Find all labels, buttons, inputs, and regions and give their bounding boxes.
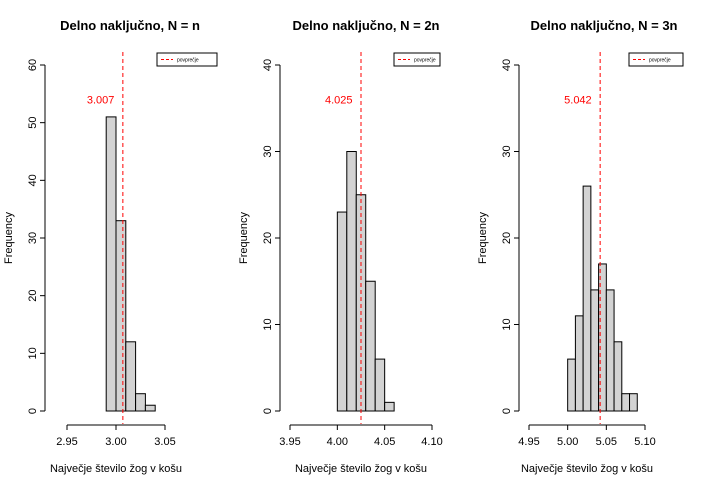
histogram-bar [384,401,395,412]
y-axis-label: Frequency [238,212,250,264]
x-tick-label: 4.95 [518,436,539,448]
mean-value-label: 4.025 [325,95,353,107]
x-tick-label: 3.95 [279,436,300,448]
x-tick-label: 5.10 [634,436,655,448]
histogram-panel-3: Delno naključno, N = 3n 5.042 0 10 20 30 40 Fre… [477,18,684,475]
legend-label: povprečje [177,58,199,64]
x-tick-label: 4.10 [421,436,442,448]
histogram-bar [346,151,357,412]
histogram-bar [621,393,631,412]
x-tick-label: 4.05 [374,436,395,448]
histogram-bar [574,315,584,412]
y-tick-label: 40 [27,174,39,186]
histogram-bar [590,289,600,412]
y-tick-label: 20 [27,290,39,302]
y-tick-label: 30 [27,232,39,244]
x-tick-label: 4.00 [327,436,348,448]
x-tick-label: 2.95 [56,436,77,448]
histogram-bar [374,358,386,412]
y-tick-label: 10 [27,347,39,359]
y-tick-label: 50 [27,117,39,129]
histogram-bar [115,220,127,412]
y-tick-label: 40 [262,59,274,71]
y-tick-label: 20 [262,232,274,244]
histogram-bar [365,280,376,412]
x-axis-label: Največje število žog v košu [295,463,427,475]
histogram-bar [144,404,156,412]
y-tick-label: 20 [501,232,513,244]
mean-value-label: 3.007 [87,95,115,107]
x-tick-label: 5.05 [596,436,617,448]
y-tick-label: 0 [501,408,513,414]
y-tick-label: 30 [262,145,274,157]
histogram-bar [105,116,117,412]
x-tick-label: 3.05 [154,436,175,448]
histogram-bar [629,393,638,412]
legend-box [393,52,441,67]
y-tick-label: 40 [501,59,513,71]
y-tick-label: 10 [501,318,513,330]
x-tick-label: 5.00 [557,436,578,448]
x-axis-label: Največje število žog v košu [521,463,653,475]
histogram-bar [605,289,615,412]
histogram-bar [125,341,137,412]
chart-legend: povprečje [628,52,684,67]
x-tick-label: 3.00 [105,436,126,448]
legend-box [628,52,684,67]
y-axis-label: Frequency [3,212,15,264]
chart-title: Delno naključno, N = 2n [293,18,440,33]
histogram-bar [336,211,348,412]
histogram-bar [567,358,576,412]
histogram-bar [582,185,592,412]
chart-title: Delno naključno, N = n [60,18,200,33]
mean-value-label: 5.042 [564,95,592,107]
histogram-panel-1: Delno naključno, N = n 3.007 0 10 20 30 40 50 60… [3,18,218,475]
y-tick-label: 0 [262,408,274,414]
chart-title: Delno naključno, N = 3n [531,18,678,33]
y-tick-label: 30 [501,145,513,157]
x-axis-label: Največje število žog v košu [50,463,182,475]
chart-legend: povprečje [156,52,218,67]
y-tick-label: 60 [27,59,39,71]
histogram-panel-2: Delno naključno, N = 2n 4.025 0 10 20 30 40 Fre… [238,18,443,475]
y-tick-label: 0 [27,408,39,414]
y-axis-label: Frequency [477,212,489,264]
histogram-bar [613,341,623,412]
legend-label: povprečje [649,58,671,64]
chart-legend: povprečje [393,52,441,67]
y-tick-label: 10 [262,318,274,330]
legend-box [156,52,218,67]
histogram-bar [135,393,146,412]
legend-label: povprečje [414,58,436,64]
